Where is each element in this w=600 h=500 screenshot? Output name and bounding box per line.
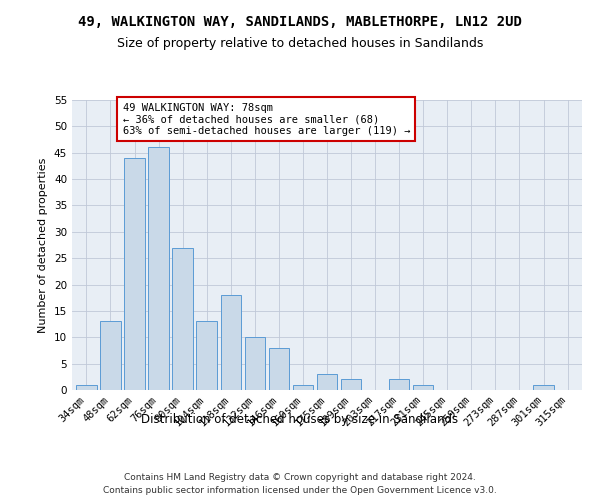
- Bar: [269, 348, 289, 390]
- Bar: [317, 374, 337, 390]
- Bar: [221, 295, 241, 390]
- Bar: [172, 248, 193, 390]
- Text: Contains public sector information licensed under the Open Government Licence v3: Contains public sector information licen…: [103, 486, 497, 495]
- Bar: [533, 384, 554, 390]
- Text: Size of property relative to detached houses in Sandilands: Size of property relative to detached ho…: [117, 38, 483, 51]
- Bar: [341, 380, 361, 390]
- Text: Contains HM Land Registry data © Crown copyright and database right 2024.: Contains HM Land Registry data © Crown c…: [124, 472, 476, 482]
- Bar: [413, 384, 433, 390]
- Bar: [76, 384, 97, 390]
- Text: 49 WALKINGTON WAY: 78sqm
← 36% of detached houses are smaller (68)
63% of semi-d: 49 WALKINGTON WAY: 78sqm ← 36% of detach…: [122, 102, 410, 136]
- Text: 49, WALKINGTON WAY, SANDILANDS, MABLETHORPE, LN12 2UD: 49, WALKINGTON WAY, SANDILANDS, MABLETHO…: [78, 15, 522, 29]
- Bar: [245, 338, 265, 390]
- Y-axis label: Number of detached properties: Number of detached properties: [38, 158, 49, 332]
- Bar: [124, 158, 145, 390]
- Text: Distribution of detached houses by size in Sandilands: Distribution of detached houses by size …: [142, 412, 458, 426]
- Bar: [196, 322, 217, 390]
- Bar: [389, 380, 409, 390]
- Bar: [148, 148, 169, 390]
- Bar: [293, 384, 313, 390]
- Bar: [100, 322, 121, 390]
